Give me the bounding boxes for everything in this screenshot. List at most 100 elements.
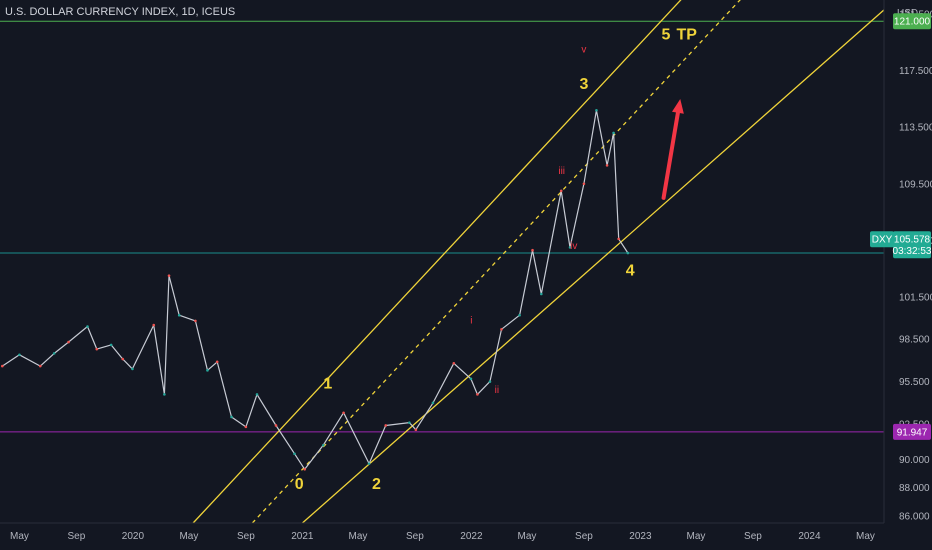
price-point — [1, 364, 4, 368]
price-point — [255, 393, 259, 396]
channel-lower-line[interactable] — [301, 9, 885, 524]
price-point — [303, 467, 306, 471]
price-point — [414, 428, 418, 432]
y-tick-label: 98.500 — [899, 335, 930, 346]
price-point — [177, 313, 181, 317]
wave-label-0[interactable]: 0 — [295, 476, 304, 493]
price-point — [230, 415, 233, 419]
price-point — [626, 251, 630, 255]
x-tick-label: Sep — [237, 531, 255, 542]
x-tick-label: May — [348, 531, 367, 542]
price-point — [500, 328, 503, 331]
price-point — [612, 131, 615, 135]
price-point — [163, 393, 166, 396]
price-point — [293, 452, 296, 456]
wave-label-i[interactable]: i — [470, 316, 472, 327]
x-tick-label: May — [856, 531, 875, 542]
y-tick-label: 113.500 — [899, 123, 932, 134]
price-point — [476, 393, 479, 396]
price-point — [131, 367, 134, 371]
price-point — [559, 189, 563, 193]
wave-label-TP[interactable]: TP — [677, 27, 698, 44]
x-tick-label: 2020 — [122, 531, 145, 542]
wave-label-4[interactable]: 4 — [626, 263, 635, 280]
price-point — [488, 380, 492, 383]
x-tick-label: Sep — [68, 531, 86, 542]
price-point — [215, 360, 219, 364]
x-tick-label: Sep — [744, 531, 762, 542]
current-price-value: 105.578 — [894, 235, 931, 246]
y-tick-label: 90.000 — [899, 455, 930, 466]
x-tick-label: May — [10, 531, 29, 542]
current-price-badge — [893, 231, 931, 259]
time-axis-panel[interactable] — [0, 523, 932, 550]
price-point — [244, 425, 248, 429]
wave-label-2[interactable]: 2 — [372, 476, 381, 493]
wave-label-5[interactable]: 5 — [661, 27, 670, 44]
price-point — [38, 364, 42, 368]
y-tick-label: 117.500 — [899, 66, 932, 77]
price-point — [518, 313, 521, 317]
y-tick-label: 88.000 — [899, 483, 930, 494]
x-tick-label: Sep — [575, 531, 593, 542]
wave-label-3[interactable]: 3 — [579, 76, 588, 93]
y-tick-label: 101.500 — [899, 292, 932, 303]
channel-middle-line[interactable] — [251, 0, 757, 524]
price-point — [152, 323, 156, 327]
price-point — [568, 246, 572, 249]
symbol-badge[interactable] — [870, 231, 894, 248]
wave-label-iv[interactable]: iv — [570, 241, 577, 252]
price-point — [167, 274, 171, 277]
price-point — [194, 319, 197, 323]
price-point — [367, 462, 371, 465]
level-badge-label: 91.947 — [897, 427, 928, 438]
level-badge-label: 121.000 — [894, 17, 931, 28]
price-point — [582, 182, 586, 186]
price-point — [206, 369, 209, 372]
x-tick-label: 2022 — [460, 531, 483, 542]
x-tick-label: 2024 — [798, 531, 821, 542]
wave-label-v[interactable]: v — [581, 44, 586, 55]
price-point — [452, 361, 456, 365]
price-point — [540, 292, 543, 296]
price-point — [274, 424, 278, 427]
target-arrow-head[interactable] — [672, 98, 684, 114]
level-badge-0 — [893, 13, 931, 30]
channel-upper-line[interactable] — [192, 0, 698, 524]
level-badge-1 — [893, 423, 931, 440]
wave-label-1[interactable]: 1 — [323, 376, 332, 393]
price-point — [86, 325, 89, 328]
price-point — [531, 248, 534, 252]
wave-label-ii[interactable]: ii — [495, 385, 499, 396]
x-tick-label: May — [179, 531, 198, 542]
price-point — [431, 401, 435, 405]
x-tick-label: 2021 — [291, 531, 314, 542]
price-point — [408, 421, 411, 424]
price-point — [109, 343, 113, 347]
price-point — [121, 357, 125, 361]
price-point — [52, 352, 56, 355]
price-point — [95, 347, 99, 351]
price-point — [384, 424, 388, 427]
y-tick-label: 86.000 — [899, 511, 930, 522]
x-tick-label: May — [687, 531, 706, 542]
x-tick-label: 2023 — [629, 531, 652, 542]
price-point — [342, 411, 345, 415]
bar-countdown: 03:32:53 — [893, 246, 932, 257]
x-tick-label: May — [518, 531, 537, 542]
price-point — [67, 340, 70, 344]
chart-title: U.S. DOLLAR CURRENCY INDEX, 1D, ICEUS — [5, 6, 236, 18]
price-point — [18, 353, 21, 357]
y-tick-label: 109.500 — [899, 179, 932, 190]
price-point — [469, 377, 473, 381]
y-tick-label: 95.500 — [899, 377, 930, 388]
wave-label-iii[interactable]: iii — [558, 166, 565, 177]
x-tick-label: Sep — [406, 531, 424, 542]
price-point — [321, 443, 325, 447]
price-axis-panel[interactable] — [884, 0, 932, 523]
price-point — [595, 108, 598, 112]
price-point — [605, 164, 609, 167]
target-arrow-shaft[interactable] — [661, 110, 680, 200]
